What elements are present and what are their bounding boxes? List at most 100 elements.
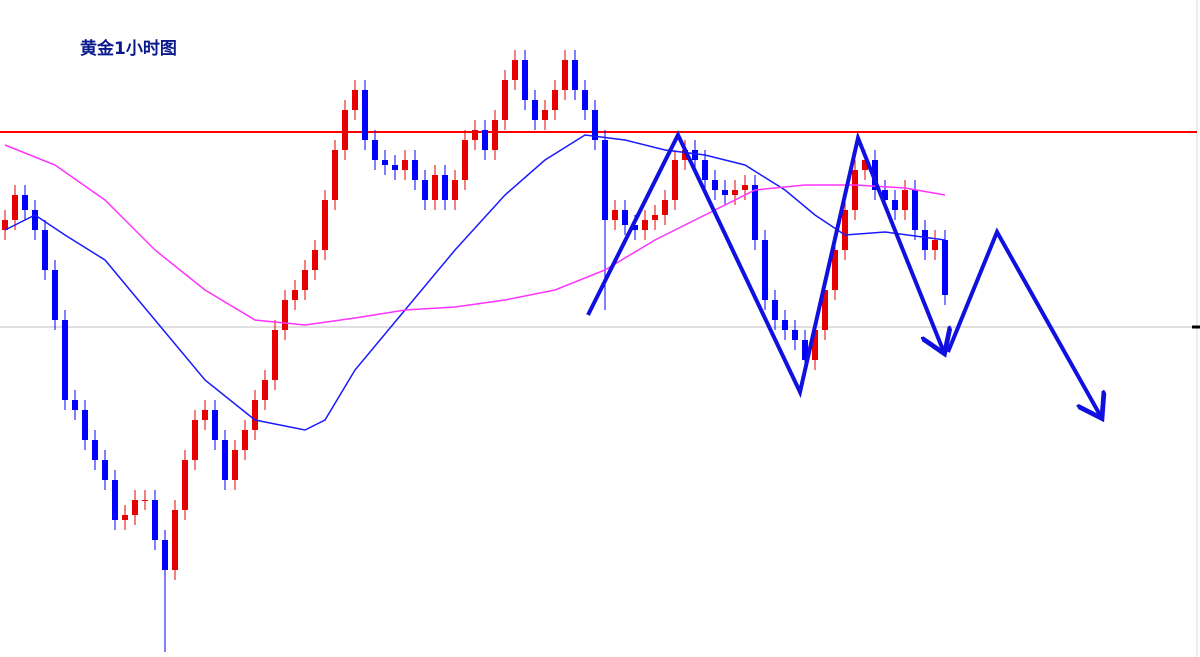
candle-body xyxy=(672,160,678,200)
plot xyxy=(0,50,1197,652)
candle-body xyxy=(402,160,408,170)
candle-body xyxy=(852,170,858,210)
candle-body xyxy=(502,80,508,120)
candle-body xyxy=(862,160,868,170)
candle-body xyxy=(432,175,438,200)
candle-body xyxy=(452,180,458,200)
candle-body xyxy=(732,190,738,195)
candle-body xyxy=(842,210,848,250)
candle-body xyxy=(592,110,598,140)
candle-body xyxy=(82,410,88,440)
candle-body xyxy=(132,500,138,515)
candle-body xyxy=(562,60,568,90)
candle-body xyxy=(32,210,38,230)
candle-body xyxy=(602,140,608,220)
candle-body xyxy=(582,90,588,110)
moving-average xyxy=(4,144,946,326)
candle-body xyxy=(122,515,128,520)
candle-body xyxy=(902,190,908,210)
candle-body xyxy=(102,460,108,480)
candle-body xyxy=(822,290,828,330)
candle-body xyxy=(182,460,188,510)
candle-body xyxy=(272,330,278,380)
candle-body xyxy=(772,300,778,320)
candle-body xyxy=(112,480,118,520)
candle-body xyxy=(442,175,448,200)
candle-body xyxy=(202,410,208,420)
candle-body xyxy=(692,150,698,160)
candle-body xyxy=(522,60,528,100)
candle-body xyxy=(792,330,798,340)
candle-body xyxy=(292,290,298,300)
candle-body xyxy=(942,240,948,295)
candle-body xyxy=(242,430,248,450)
candle-body xyxy=(42,230,48,270)
candle-body xyxy=(872,160,878,190)
candle-body xyxy=(312,250,318,270)
candle-body xyxy=(342,110,348,150)
candle-body xyxy=(172,510,178,570)
candle-body xyxy=(52,270,58,320)
candle-body xyxy=(282,300,288,330)
candle-body xyxy=(642,220,648,230)
candle-body xyxy=(152,500,158,540)
candle-body xyxy=(812,330,818,360)
candle-body xyxy=(832,250,838,290)
candle-body xyxy=(662,200,668,215)
candle-body xyxy=(222,440,228,480)
candle-body xyxy=(12,195,18,220)
candle-body xyxy=(472,130,478,140)
moving-average xyxy=(4,134,946,431)
candle-body xyxy=(712,180,718,190)
candle-body xyxy=(532,100,538,120)
candle-body xyxy=(632,225,638,230)
candle-body xyxy=(262,380,268,400)
candle-body xyxy=(382,160,388,165)
candle-body xyxy=(2,220,8,230)
candle-body xyxy=(302,270,308,290)
candle-body xyxy=(72,400,78,410)
candle-body xyxy=(622,210,628,225)
candle-body xyxy=(922,230,928,250)
candle-body xyxy=(762,240,768,300)
candle-body xyxy=(372,140,378,160)
candle-body xyxy=(232,450,238,480)
candle-body xyxy=(212,410,218,440)
candle-body xyxy=(932,240,938,250)
candle-body xyxy=(722,190,728,195)
candle-body xyxy=(552,90,558,110)
candle-body xyxy=(572,60,578,90)
candle-body xyxy=(882,190,888,200)
candle-body xyxy=(332,150,338,200)
chart-title: 黄金1小时图 xyxy=(80,38,177,59)
candle-body xyxy=(742,185,748,190)
candle-body xyxy=(362,90,368,140)
candle-body xyxy=(682,150,688,160)
candle-body xyxy=(912,190,918,230)
candle-body xyxy=(752,185,758,240)
candle-body xyxy=(492,120,498,150)
forecast-arrow xyxy=(946,227,1100,415)
candle-body xyxy=(162,540,168,570)
candle-body xyxy=(252,400,258,430)
candle-body xyxy=(462,140,468,180)
candle-body xyxy=(782,320,788,330)
candle-body xyxy=(892,200,898,210)
candle-body xyxy=(422,180,428,200)
candle-body xyxy=(22,195,28,210)
candle-body xyxy=(352,90,358,110)
candle-body xyxy=(652,215,658,220)
candle-body xyxy=(412,160,418,180)
candle-body xyxy=(702,160,708,180)
candle-body xyxy=(802,340,808,360)
candle-body xyxy=(542,110,548,120)
forecast-arrow xyxy=(586,130,943,399)
candle-body xyxy=(62,320,68,400)
candle-body xyxy=(482,130,488,150)
candle-body xyxy=(92,440,98,460)
candle-body xyxy=(612,210,618,220)
candle-body xyxy=(392,165,398,170)
candle-body xyxy=(322,200,328,250)
